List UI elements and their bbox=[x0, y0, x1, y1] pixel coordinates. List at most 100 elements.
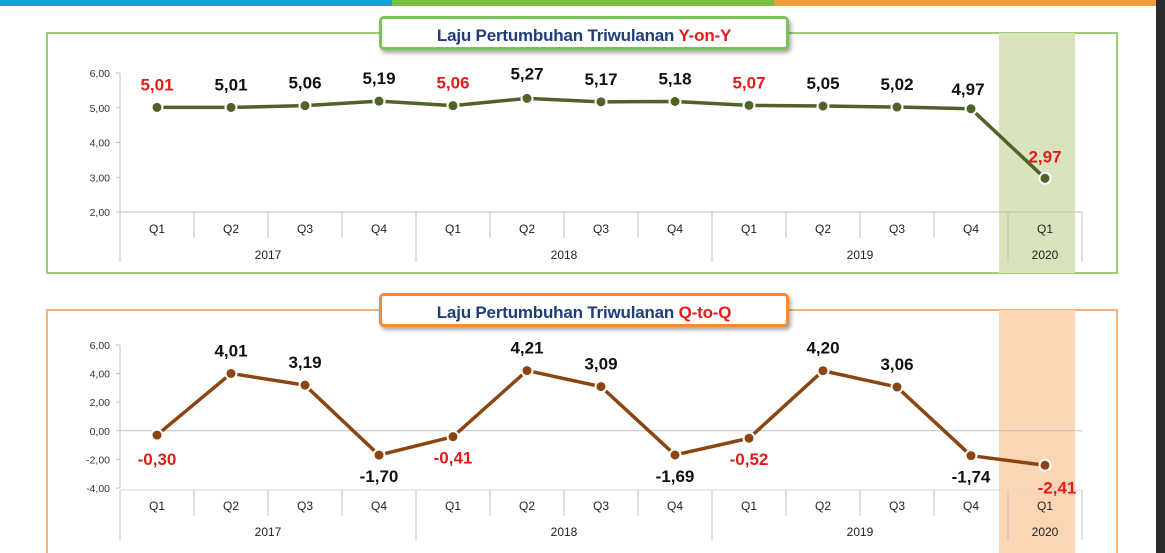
yoy-data-point bbox=[150, 100, 164, 114]
yoy-data-label: 5,01 bbox=[140, 75, 173, 94]
yoy-category-label: Q1 bbox=[1037, 222, 1053, 236]
yoy-y-tick-label: 6,00 bbox=[90, 68, 111, 80]
qtq-y-tick-label: -2,00 bbox=[86, 454, 110, 466]
qtq-data-point bbox=[964, 449, 978, 463]
yoy-data-label: 5,18 bbox=[658, 69, 691, 88]
yoy-year-label: 2018 bbox=[551, 248, 578, 262]
qtq-y-tick-label: 0,00 bbox=[90, 426, 111, 438]
yoy-data-label: 5,05 bbox=[806, 74, 839, 93]
yoy-category-label: Q4 bbox=[371, 222, 387, 236]
yoy-category-label: Q3 bbox=[593, 222, 609, 236]
yoy-year-label: 2017 bbox=[255, 248, 282, 262]
top-bar-orange bbox=[774, 0, 1165, 6]
qtq-data-label: -1,70 bbox=[360, 467, 399, 486]
qtq-data-label: -0,52 bbox=[730, 450, 769, 469]
qtq-category-label: Q1 bbox=[149, 499, 165, 513]
qtq-data-label: 3,06 bbox=[880, 355, 913, 374]
yoy-category-label: Q2 bbox=[519, 222, 535, 236]
top-color-bar bbox=[0, 0, 1165, 6]
qtq-data-point bbox=[224, 366, 238, 380]
qtq-data-point bbox=[816, 364, 830, 378]
yoy-data-label: 5,01 bbox=[214, 75, 247, 94]
yoy-data-point bbox=[520, 91, 534, 105]
yoy-data-point bbox=[372, 94, 386, 108]
qtq-data-point bbox=[150, 428, 164, 442]
yoy-y-tick-label: 4,00 bbox=[90, 138, 111, 150]
qtq-category-label: Q1 bbox=[1037, 499, 1053, 513]
yoy-category-label: Q4 bbox=[667, 222, 683, 236]
qtq-data-label: -1,69 bbox=[656, 467, 695, 486]
yoy-y-tick-label: 2,00 bbox=[90, 207, 111, 219]
yoy-category-label: Q1 bbox=[149, 222, 165, 236]
qtq-category-label: Q3 bbox=[593, 499, 609, 513]
yoy-data-label: 5,06 bbox=[288, 74, 321, 93]
qtq-data-point bbox=[890, 380, 904, 394]
yoy-title-prefix: Laju Pertumbuhan Triwulanan bbox=[436, 26, 679, 45]
qtq-category-label: Q2 bbox=[815, 499, 831, 513]
qtq-data-point bbox=[668, 448, 682, 462]
qtq-data-label: 3,09 bbox=[584, 355, 617, 374]
yoy-data-label: 5,02 bbox=[880, 75, 913, 94]
yoy-highlight-band bbox=[999, 33, 1075, 273]
yoy-category-label: Q1 bbox=[741, 222, 757, 236]
yoy-category-label: Q1 bbox=[445, 222, 461, 236]
yoy-data-point bbox=[964, 102, 978, 116]
qtq-category-label: Q2 bbox=[223, 499, 239, 513]
yoy-data-point bbox=[224, 100, 238, 114]
yoy-data-point bbox=[890, 100, 904, 114]
yoy-data-label: 5,17 bbox=[584, 70, 617, 89]
yoy-data-point bbox=[298, 99, 312, 113]
yoy-data-label: 5,06 bbox=[436, 74, 469, 93]
qtq-data-point bbox=[1038, 458, 1052, 472]
top-bar-blue bbox=[0, 0, 392, 6]
qtq-title-highlight: Q-to-Q bbox=[678, 303, 732, 322]
qtq-year-label: 2020 bbox=[1032, 525, 1059, 539]
yoy-data-point bbox=[594, 95, 608, 109]
yoy-category-label: Q2 bbox=[223, 222, 239, 236]
yoy-category-label: Q3 bbox=[297, 222, 313, 236]
yoy-year-label: 2020 bbox=[1032, 248, 1059, 262]
qtq-data-label: 3,19 bbox=[288, 353, 321, 372]
yoy-data-label: 2,97 bbox=[1028, 147, 1061, 166]
yoy-year-label: 2019 bbox=[847, 248, 874, 262]
yoy-category-label: Q3 bbox=[889, 222, 905, 236]
yoy-data-point bbox=[446, 99, 460, 113]
yoy-title-highlight: Y-on-Y bbox=[678, 26, 732, 45]
qtq-data-point bbox=[594, 380, 608, 394]
qtq-category-label: Q3 bbox=[889, 499, 905, 513]
yoy-data-point bbox=[668, 94, 682, 108]
yoy-category-label: Q4 bbox=[963, 222, 979, 236]
yoy-category-label: Q2 bbox=[815, 222, 831, 236]
yoy-data-point bbox=[742, 98, 756, 112]
qtq-y-tick-label: 2,00 bbox=[90, 397, 111, 409]
qtq-category-label: Q4 bbox=[667, 499, 683, 513]
qtq-year-label: 2017 bbox=[255, 525, 282, 539]
qtq-data-point bbox=[298, 378, 312, 392]
qtq-year-label: 2018 bbox=[551, 525, 578, 539]
qtq-category-label: Q2 bbox=[519, 499, 535, 513]
yoy-series-line bbox=[157, 96, 1047, 180]
yoy-data-label: 4,97 bbox=[951, 80, 984, 99]
qtq-highlight-band bbox=[999, 310, 1075, 553]
qtq-chart-title: Laju Pertumbuhan Triwulanan Q-to-Q bbox=[379, 293, 789, 327]
yoy-data-label: 5,19 bbox=[362, 69, 395, 88]
qtq-data-label: -1,74 bbox=[952, 468, 991, 487]
qtq-data-label: 4,20 bbox=[806, 339, 839, 358]
qtq-category-label: Q1 bbox=[741, 499, 757, 513]
right-edge-strip bbox=[1156, 0, 1165, 553]
qtq-category-label: Q3 bbox=[297, 499, 313, 513]
yoy-data-label: 5,27 bbox=[510, 64, 543, 83]
yoy-data-point bbox=[1038, 171, 1052, 185]
qtq-data-label: 4,01 bbox=[214, 341, 247, 360]
yoy-data-label: 5,07 bbox=[732, 73, 765, 92]
qtq-y-tick-label: -4,00 bbox=[86, 483, 110, 495]
qtq-category-label: Q4 bbox=[963, 499, 979, 513]
qtq-data-label: -0,30 bbox=[138, 450, 177, 469]
qtq-data-point bbox=[742, 431, 756, 445]
yoy-y-tick-label: 5,00 bbox=[90, 103, 111, 115]
qtq-data-label: -0,41 bbox=[434, 449, 473, 468]
qtq-data-point bbox=[372, 448, 386, 462]
qtq-data-point bbox=[446, 430, 460, 444]
qtq-data-label: 4,21 bbox=[510, 339, 543, 358]
